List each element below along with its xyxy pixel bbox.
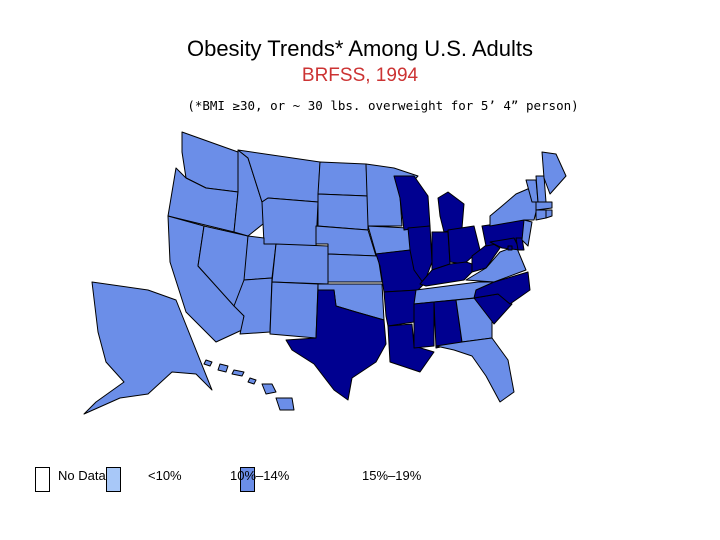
state-MS [413, 301, 435, 349]
state-RI [545, 209, 553, 219]
state-IN [431, 231, 451, 271]
state-MA [535, 201, 553, 211]
state-FL [435, 337, 515, 403]
state-SD [317, 193, 369, 231]
state-HI [203, 359, 295, 411]
map-subtitle: BRFSS, 1994 [301, 65, 419, 86]
state-WY [261, 197, 319, 247]
legend-label-15-19: 15%–19% [362, 468, 422, 483]
legend-swatch-no-data [35, 467, 50, 492]
state-MI [437, 191, 465, 233]
state-AK [83, 281, 213, 415]
state-DE [515, 237, 525, 251]
state-WV [471, 241, 501, 273]
state-CO [271, 243, 329, 285]
state-LA [387, 323, 435, 373]
state-CT [535, 209, 547, 221]
legend-label-no-data: No Data [58, 468, 106, 483]
state-DC [507, 245, 513, 251]
state-NM [269, 281, 319, 339]
state-ME [541, 151, 567, 195]
map-footnote: (*BMI ≥30, or ~ 30 lbs. overweight for 5… [187, 98, 579, 113]
legend-label-10-14: 10%–14% [230, 468, 290, 483]
legend-label-lt10: <10% [148, 468, 182, 483]
legend-swatch-lt10 [106, 467, 121, 492]
state-NJ [521, 219, 533, 247]
legend: No Data <10% 10%–14% 15%–19% [0, 462, 720, 502]
state-ND [317, 161, 369, 197]
legend-swatch-10-14 [240, 467, 255, 492]
state-KS [327, 253, 383, 283]
state-TX [285, 289, 387, 401]
map-title: Obesity Trends* Among U.S. Adults [186, 36, 534, 61]
state-AR [383, 289, 419, 327]
